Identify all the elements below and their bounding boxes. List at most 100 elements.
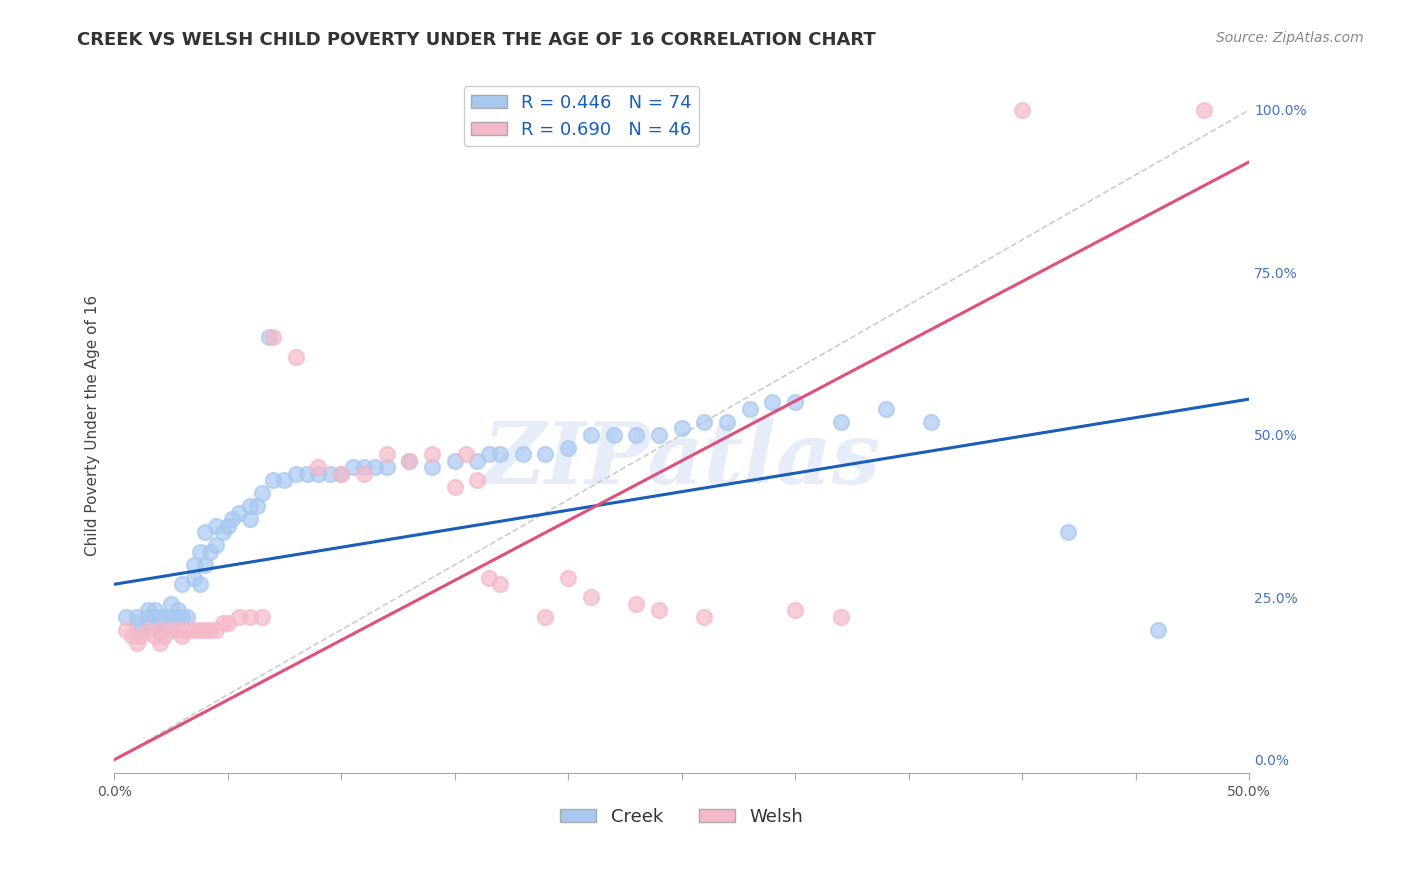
Point xyxy=(273,473,295,487)
Point xyxy=(1056,525,1078,540)
Point xyxy=(454,447,477,461)
Point xyxy=(198,545,221,559)
Point xyxy=(830,415,852,429)
Point xyxy=(512,447,534,461)
Point xyxy=(160,616,183,631)
Point xyxy=(217,616,239,631)
Point xyxy=(443,480,465,494)
Point xyxy=(489,577,512,591)
Point xyxy=(602,427,624,442)
Point xyxy=(262,473,284,487)
Point xyxy=(785,603,807,617)
Point xyxy=(353,467,375,481)
Y-axis label: Child Poverty Under the Age of 16: Child Poverty Under the Age of 16 xyxy=(86,294,100,556)
Point xyxy=(671,421,693,435)
Point xyxy=(478,447,501,461)
Point xyxy=(262,330,284,344)
Point xyxy=(785,395,807,409)
Point xyxy=(212,525,235,540)
Point xyxy=(125,609,148,624)
Point xyxy=(183,571,205,585)
Point xyxy=(114,623,136,637)
Point xyxy=(212,616,235,631)
Point xyxy=(239,512,262,526)
Point xyxy=(160,597,183,611)
Point xyxy=(284,350,307,364)
Point xyxy=(183,623,205,637)
Point xyxy=(420,460,443,475)
Point xyxy=(534,447,557,461)
Point xyxy=(183,558,205,572)
Point xyxy=(136,603,159,617)
Point xyxy=(489,447,512,461)
Point xyxy=(190,545,212,559)
Point xyxy=(205,623,228,637)
Point xyxy=(166,609,188,624)
Point xyxy=(830,609,852,624)
Point xyxy=(217,518,239,533)
Point xyxy=(579,427,602,442)
Point xyxy=(190,623,212,637)
Point xyxy=(693,609,716,624)
Point xyxy=(1147,623,1170,637)
Point xyxy=(205,538,228,552)
Point xyxy=(149,623,172,637)
Point xyxy=(125,616,148,631)
Point xyxy=(648,603,671,617)
Point xyxy=(375,460,398,475)
Point xyxy=(172,609,194,624)
Point xyxy=(149,609,172,624)
Text: Source: ZipAtlas.com: Source: ZipAtlas.com xyxy=(1216,31,1364,45)
Point xyxy=(228,609,250,624)
Point xyxy=(125,636,148,650)
Point xyxy=(205,518,228,533)
Point xyxy=(250,609,273,624)
Point xyxy=(143,629,166,643)
Point xyxy=(398,454,420,468)
Point xyxy=(176,609,198,624)
Text: ZIPatlas: ZIPatlas xyxy=(482,418,880,501)
Text: CREEK VS WELSH CHILD POVERTY UNDER THE AGE OF 16 CORRELATION CHART: CREEK VS WELSH CHILD POVERTY UNDER THE A… xyxy=(77,31,876,49)
Point xyxy=(239,500,262,514)
Point xyxy=(149,623,172,637)
Point xyxy=(221,512,243,526)
Point xyxy=(364,460,387,475)
Point xyxy=(626,597,648,611)
Point xyxy=(131,629,153,643)
Point xyxy=(557,441,579,455)
Point xyxy=(875,401,897,416)
Point xyxy=(166,623,188,637)
Point xyxy=(716,415,738,429)
Point xyxy=(143,609,166,624)
Point xyxy=(250,486,273,500)
Point xyxy=(166,603,188,617)
Point xyxy=(194,623,217,637)
Point xyxy=(920,415,942,429)
Point xyxy=(330,467,353,481)
Point xyxy=(1192,103,1215,117)
Point xyxy=(194,525,217,540)
Point xyxy=(375,447,398,461)
Point xyxy=(257,330,280,344)
Point xyxy=(467,454,489,468)
Point xyxy=(693,415,716,429)
Point xyxy=(160,623,183,637)
Point xyxy=(176,623,198,637)
Point xyxy=(239,609,262,624)
Point xyxy=(342,460,364,475)
Point xyxy=(136,623,159,637)
Point xyxy=(160,609,183,624)
Point xyxy=(194,558,217,572)
Point xyxy=(420,447,443,461)
Point xyxy=(330,467,353,481)
Point xyxy=(284,467,307,481)
Point xyxy=(579,591,602,605)
Point xyxy=(478,571,501,585)
Point xyxy=(149,636,172,650)
Point xyxy=(308,467,330,481)
Point xyxy=(136,616,159,631)
Point xyxy=(308,460,330,475)
Point xyxy=(319,467,342,481)
Point xyxy=(198,623,221,637)
Point xyxy=(738,401,761,416)
